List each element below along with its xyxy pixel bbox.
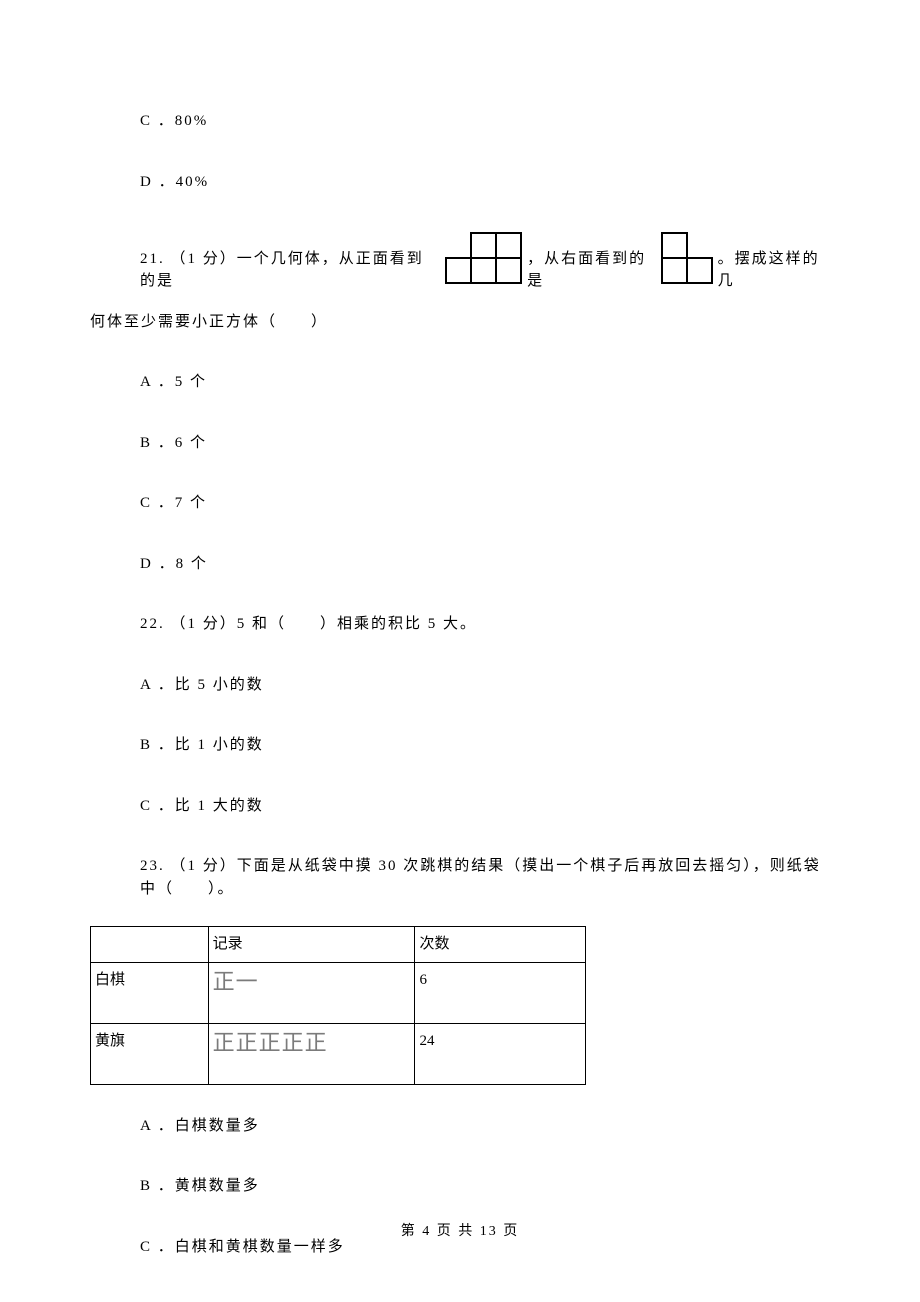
row-label: 白棋	[91, 962, 209, 1023]
row-tally: 正一	[208, 962, 415, 1023]
q22-option-a: A ．比 5 小的数	[140, 674, 830, 697]
q21-line2: 何体至少需要小正方体（ ）	[90, 311, 830, 334]
q21-option-c: C ．7 个	[140, 492, 830, 515]
q20-option-d: D ．40%	[140, 171, 830, 194]
q23-table: 记录 次数 白棋 正一 6 黄旗 正正正正正 24	[90, 926, 586, 1085]
front-view-icon	[444, 231, 523, 293]
table-header-row: 记录 次数	[91, 927, 586, 963]
side-view-icon	[660, 231, 714, 293]
q22-option-c: C ．比 1 大的数	[140, 795, 830, 818]
q23-stem: 23. （1 分）下面是从纸袋中摸 30 次跳棋的结果（摸出一个棋子后再放回去摇…	[140, 855, 830, 900]
row-count: 6	[415, 962, 586, 1023]
tally-icon: 正一	[213, 969, 411, 993]
table-header-record: 记录	[208, 927, 415, 963]
table-row: 白棋 正一 6	[91, 962, 586, 1023]
q21: 21. （1 分）一个几何体，从正面看到的是 ，从右面看到的是 。摆成这样的几 …	[90, 231, 830, 333]
q21-option-d: D ．8 个	[140, 553, 830, 576]
q21-prefix: 21. （1 分）一个几何体，从正面看到的是	[140, 248, 440, 293]
q22-option-b: B ．比 1 小的数	[140, 734, 830, 757]
q21-mid: ，从右面看到的是	[527, 248, 655, 293]
row-label: 黄旗	[91, 1023, 209, 1084]
q21-option-b: B ．6 个	[140, 432, 830, 455]
tally-icon: 正正正正正	[213, 1030, 411, 1054]
row-count: 24	[415, 1023, 586, 1084]
q20-option-c: C ．80%	[140, 110, 830, 133]
q21-option-a: A ．5 个	[140, 371, 830, 394]
page-footer: 第 4 页 共 13 页	[0, 1221, 920, 1242]
q21-suffix: 。摆成这样的几	[718, 248, 830, 293]
row-tally: 正正正正正	[208, 1023, 415, 1084]
q22-stem: 22. （1 分）5 和（ ）相乘的积比 5 大。	[140, 613, 830, 636]
page: C ．80% D ．40% 21. （1 分）一个几何体，从正面看到的是 ，从右…	[0, 0, 920, 1302]
q23-option-b: B ．黄棋数量多	[140, 1175, 830, 1198]
q23-option-a: A ．白棋数量多	[140, 1115, 830, 1138]
table-row: 黄旗 正正正正正 24	[91, 1023, 586, 1084]
q21-line1: 21. （1 分）一个几何体，从正面看到的是 ，从右面看到的是 。摆成这样的几	[140, 231, 830, 293]
table-header-count: 次数	[415, 927, 586, 963]
table-header-blank	[91, 927, 209, 963]
